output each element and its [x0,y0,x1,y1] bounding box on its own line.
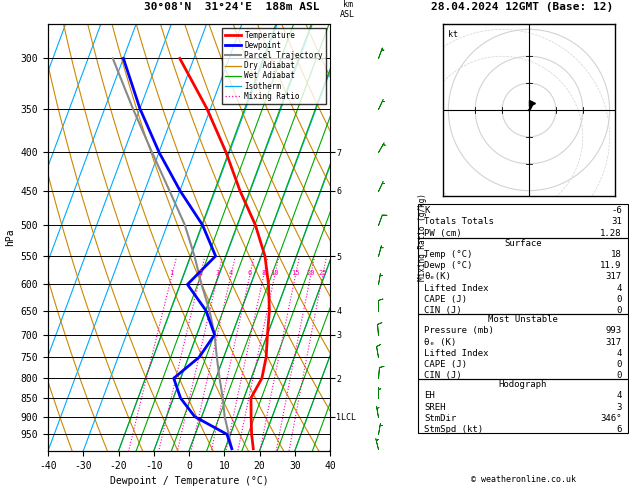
Text: 15: 15 [291,270,299,276]
Text: © weatheronline.co.uk: © weatheronline.co.uk [471,474,576,484]
Text: 10: 10 [270,270,279,276]
Text: 0: 0 [616,306,621,315]
Y-axis label: hPa: hPa [5,229,15,246]
Text: Hodograph: Hodograph [499,380,547,389]
Text: 0: 0 [616,371,621,380]
Text: 30°08'N  31°24'E  188m ASL: 30°08'N 31°24'E 188m ASL [144,2,320,12]
Text: 1.28: 1.28 [600,229,621,238]
Text: Most Unstable: Most Unstable [488,315,558,324]
Text: 317: 317 [606,273,621,281]
Text: 993: 993 [606,327,621,335]
Text: SREH: SREH [425,403,446,412]
Bar [418,204,628,238]
Text: θₑ(K): θₑ(K) [425,273,451,281]
Text: 11.9: 11.9 [600,261,621,270]
Text: 25: 25 [318,270,327,276]
Text: StmSpd (kt): StmSpd (kt) [425,425,484,434]
Text: 0: 0 [616,360,621,369]
Text: 28.04.2024 12GMT (Base: 12): 28.04.2024 12GMT (Base: 12) [431,2,613,12]
Text: Pressure (mb): Pressure (mb) [425,327,494,335]
Text: 4: 4 [616,392,621,400]
Text: Lifted Index: Lifted Index [425,284,489,293]
Text: StmDir: StmDir [425,414,457,423]
Text: 6: 6 [247,270,252,276]
Text: 18: 18 [611,250,621,259]
Text: 20: 20 [306,270,314,276]
Text: PW (cm): PW (cm) [425,229,462,238]
Text: θₑ (K): θₑ (K) [425,338,457,347]
Text: CIN (J): CIN (J) [425,371,462,380]
Text: Mixing Ratio (g/kg): Mixing Ratio (g/kg) [418,193,427,281]
Text: 3: 3 [216,270,220,276]
Text: 2: 2 [198,270,203,276]
Text: km
ASL: km ASL [340,0,355,19]
Text: 317: 317 [606,338,621,347]
Bar [418,238,628,314]
Text: Dewp (°C): Dewp (°C) [425,261,472,270]
Text: 8: 8 [262,270,265,276]
Text: CAPE (J): CAPE (J) [425,295,467,304]
Text: kt: kt [448,31,459,39]
Text: 3: 3 [616,403,621,412]
X-axis label: Dewpoint / Temperature (°C): Dewpoint / Temperature (°C) [109,476,269,486]
Text: Surface: Surface [504,239,542,248]
Text: 4: 4 [228,270,233,276]
Text: 346°: 346° [600,414,621,423]
Text: 4: 4 [616,284,621,293]
Text: 6: 6 [616,425,621,434]
Text: K: K [425,206,430,215]
Text: 4: 4 [616,349,621,358]
Text: 1: 1 [170,270,174,276]
Legend: Temperature, Dewpoint, Parcel Trajectory, Dry Adiabat, Wet Adiabat, Isotherm, Mi: Temperature, Dewpoint, Parcel Trajectory… [222,28,326,104]
Text: 0: 0 [616,295,621,304]
Text: CAPE (J): CAPE (J) [425,360,467,369]
Text: Lifted Index: Lifted Index [425,349,489,358]
Text: Temp (°C): Temp (°C) [425,250,472,259]
Bar [418,379,628,433]
Text: -6: -6 [611,206,621,215]
Text: CIN (J): CIN (J) [425,306,462,315]
Text: Totals Totals: Totals Totals [425,217,494,226]
Text: 31: 31 [611,217,621,226]
Bar [418,314,628,379]
Text: EH: EH [425,392,435,400]
